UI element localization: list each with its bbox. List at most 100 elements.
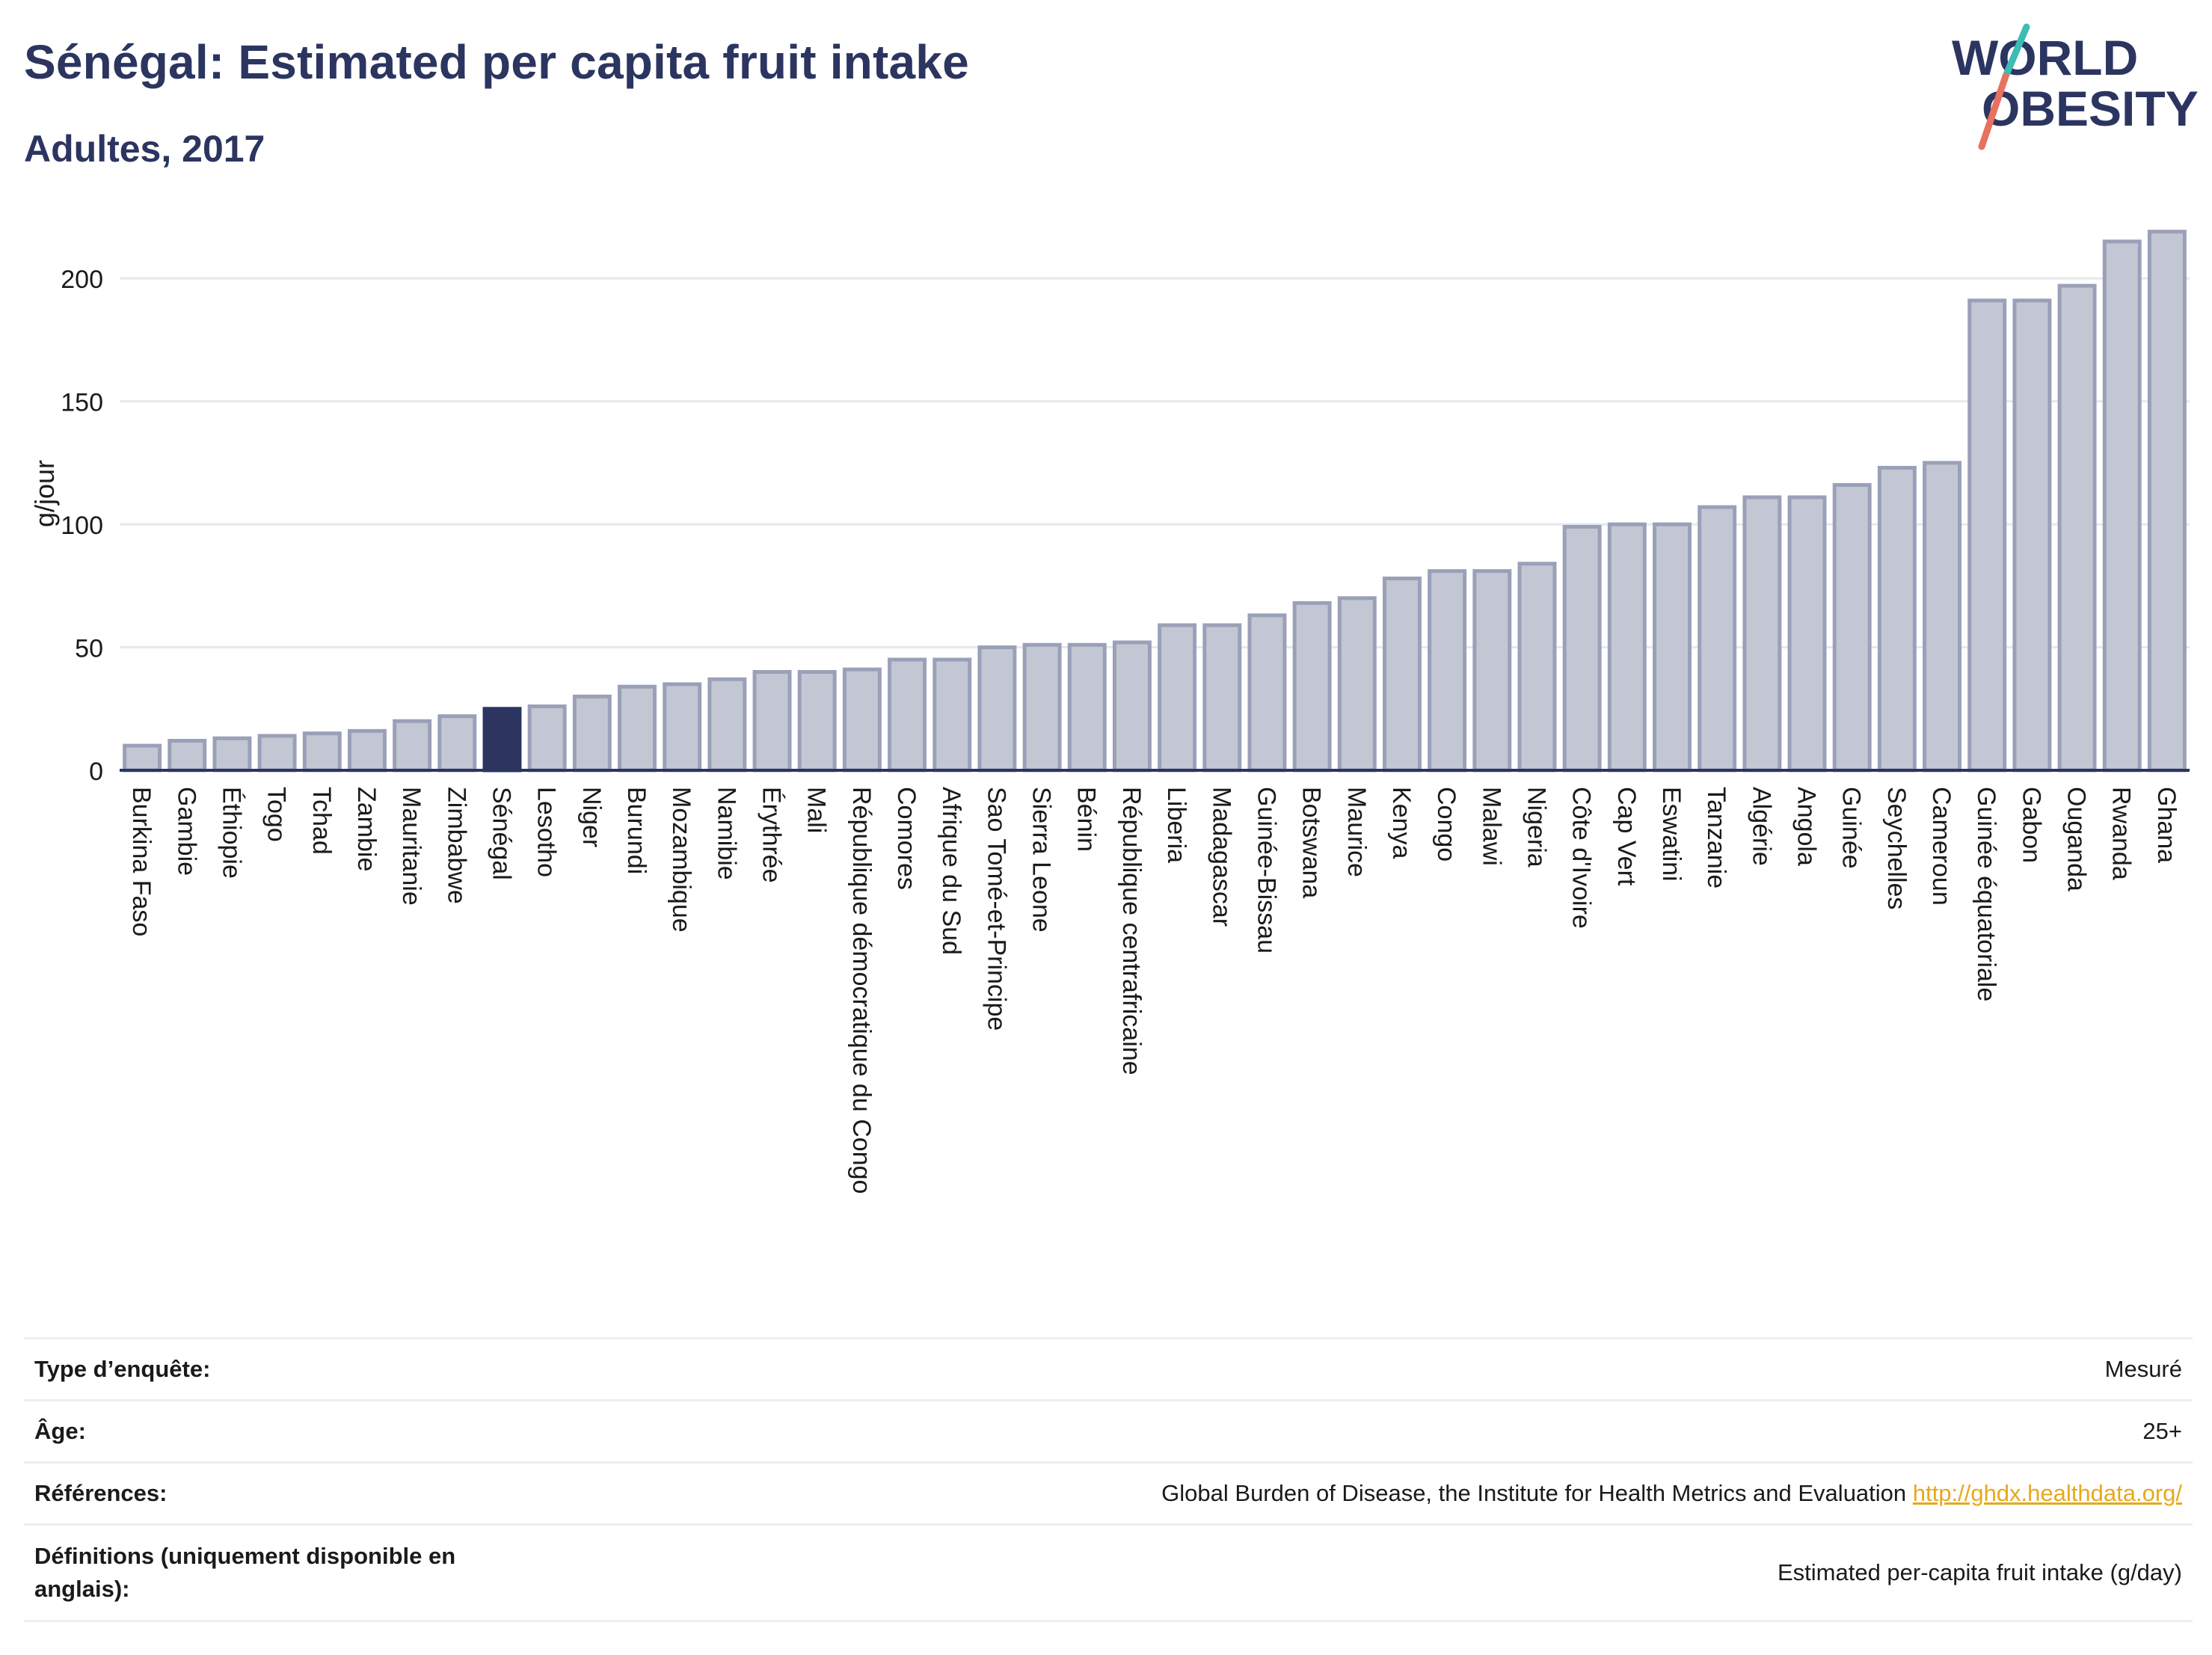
x-tick-label: Namibie <box>712 787 740 880</box>
bar <box>1247 613 1287 773</box>
info-row-survey: Type d’enquête: Mesuré <box>24 1337 2193 1399</box>
x-tick-label: Algérie <box>1747 787 1775 866</box>
x-tick-label: Lesotho <box>532 787 561 877</box>
x-tick-label: Zimbabwe <box>442 787 470 904</box>
bar <box>1022 642 1062 773</box>
chart-title: Sénégal: Estimated per capita fruit inta… <box>24 35 969 89</box>
x-tick-label: Togo <box>262 787 291 842</box>
x-tick-label: Ouganda <box>2062 787 2091 891</box>
bar <box>1562 524 1602 773</box>
x-tick-label: Guinée <box>1837 787 1866 869</box>
info-row-references: Références: Global Burden of Disease, th… <box>24 1461 2193 1523</box>
info-label: Âge: <box>34 1418 86 1444</box>
bar <box>1112 640 1152 773</box>
x-tick-label: Ghana <box>2152 787 2181 863</box>
y-tick-label: 100 <box>61 512 103 540</box>
x-tick-label: Cap Vert <box>1612 787 1641 886</box>
bar <box>123 743 162 773</box>
bar <box>1292 601 1332 773</box>
x-tick-label: Éthiopie <box>217 787 245 879</box>
bar <box>1472 569 1512 773</box>
x-tick-label: Mozambique <box>667 787 695 933</box>
x-tick-label: Burundi <box>622 787 651 874</box>
bar <box>1832 482 1872 773</box>
x-tick-label: Afrique du Sud <box>937 787 965 955</box>
info-table: Type d’enquête: Mesuré Âge: 25+ Référenc… <box>24 1337 2193 1622</box>
bar <box>1923 461 1962 773</box>
y-tick-label: 150 <box>61 389 103 417</box>
x-tick-label: Mauritanie <box>397 787 425 906</box>
x-tick-label: Kenya <box>1387 787 1416 859</box>
world-obesity-logo: WORLD OBESITY <box>1952 23 2199 150</box>
x-tick-label: République centrafricaine <box>1117 787 1146 1075</box>
bar <box>1428 569 1467 773</box>
x-tick-label: Rwanda <box>2107 787 2136 880</box>
x-tick-label: Comores <box>892 787 921 890</box>
bar <box>1067 642 1107 773</box>
x-tick-label: Cameroun <box>1927 787 1956 906</box>
bar <box>347 728 387 773</box>
bar <box>168 739 207 773</box>
bar <box>933 657 972 773</box>
x-tick-label: Angola <box>1792 787 1821 866</box>
bar <box>2147 230 2187 773</box>
bar <box>1877 465 1917 773</box>
bar <box>1742 495 1782 773</box>
x-tick-label: Tchad <box>307 787 336 855</box>
x-tick-label: Sierra Leone <box>1027 787 1056 933</box>
bar <box>1607 522 1647 773</box>
bar <box>2057 283 2097 773</box>
x-tick-label: Guinée équatoriale <box>1972 787 2000 1001</box>
x-tick-label: Sénégal <box>487 787 515 880</box>
bar <box>1337 596 1377 773</box>
info-value: 25+ <box>2142 1418 2182 1444</box>
y-axis-label: g/jour <box>29 460 60 527</box>
info-label: Type d’enquête: <box>34 1356 211 1382</box>
chart-subtitle: Adultes, 2017 <box>24 128 265 170</box>
x-tick-label: Guinée-Bissau <box>1252 787 1280 954</box>
bar <box>977 645 1017 773</box>
x-tick-label: Botswana <box>1297 787 1326 898</box>
bar <box>1517 562 1557 773</box>
bar <box>1787 495 1827 773</box>
x-tick-label: Seychelles <box>1882 787 1911 909</box>
logo-word-2: OBESITY <box>1982 81 2199 136</box>
x-tick-label: République démocratique du Congo <box>847 787 876 1194</box>
y-tick-label: 0 <box>89 758 103 786</box>
x-tick-label: Eswatini <box>1657 787 1686 882</box>
bar <box>302 731 342 773</box>
x-tick-label: Madagascar <box>1207 787 1235 927</box>
x-tick-label: Gabon <box>2017 787 2045 863</box>
bar <box>2012 298 2052 773</box>
logo-word-1: WORLD <box>1952 30 2138 85</box>
bar <box>842 667 882 773</box>
info-value: Estimated per-capita fruit intake (g/day… <box>1777 1559 2182 1585</box>
bar <box>1202 623 1242 773</box>
bar <box>1967 298 2007 773</box>
bar <box>393 719 432 773</box>
x-tick-label: Liberia <box>1162 787 1191 863</box>
bar <box>482 707 522 773</box>
reference-link[interactable]: http://ghdx.healthdata.org/ <box>1912 1480 2182 1506</box>
bar <box>1158 623 1197 773</box>
bar <box>707 677 747 773</box>
x-tick-label: Érythrée <box>758 787 786 883</box>
bar <box>527 704 567 773</box>
x-tick-label: Tanzanie <box>1702 787 1730 888</box>
bar <box>663 682 702 773</box>
bar <box>1653 522 1692 773</box>
bar <box>888 657 927 773</box>
bar-chart: 0 50 100 150 200 g/jour Burkina Faso Gambie Éthi… <box>29 230 2190 1194</box>
y-tick-label: 200 <box>61 265 103 294</box>
bar <box>212 736 252 773</box>
bar <box>797 669 837 773</box>
x-tick-label: Gambie <box>172 787 200 876</box>
x-tick-label: Sao Tomé-et-Principe <box>982 787 1010 1031</box>
bar <box>752 669 792 773</box>
x-tick-label: Nigeria <box>1522 787 1550 868</box>
bar <box>2102 239 2142 773</box>
bar <box>618 684 657 773</box>
x-tick-label: Côte d'Ivoire <box>1567 787 1596 929</box>
x-tick-label: Niger <box>577 787 606 847</box>
x-tick-label: Maurice <box>1342 787 1371 877</box>
